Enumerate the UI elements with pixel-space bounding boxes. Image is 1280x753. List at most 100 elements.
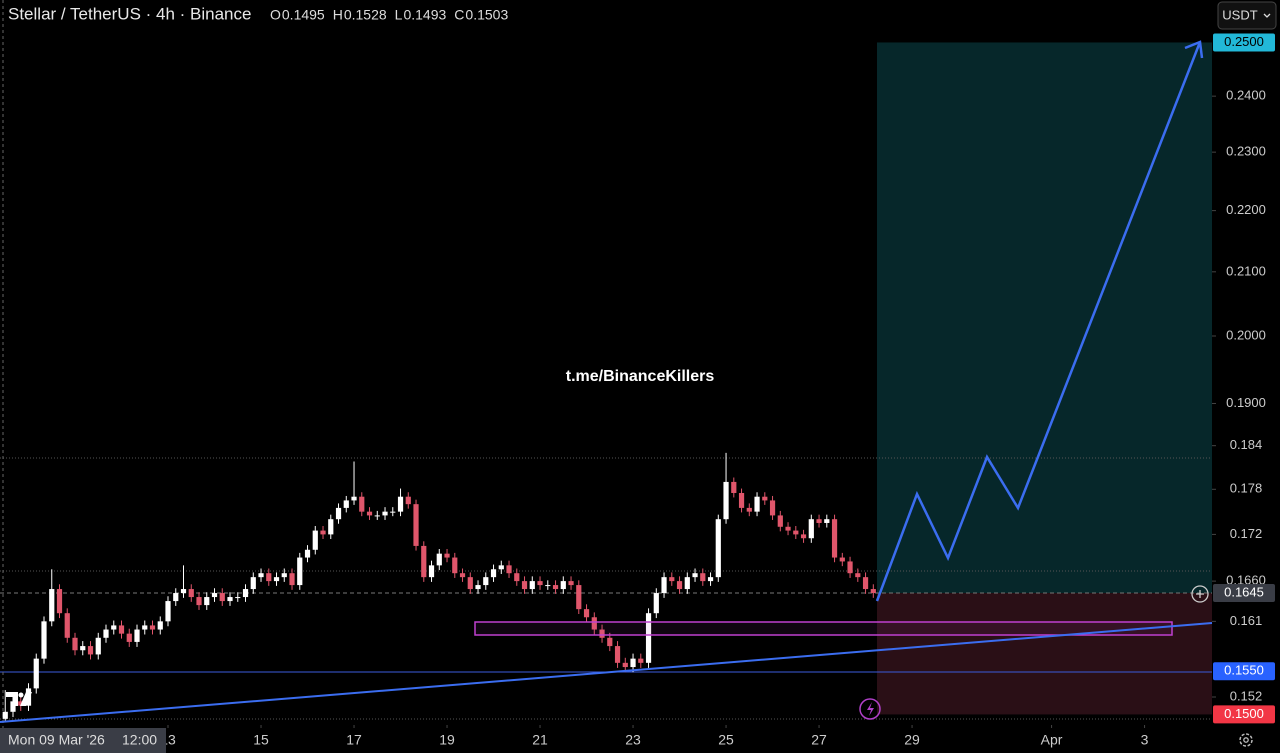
- add-circle[interactable]: [1191, 585, 1209, 603]
- candle-body: [366, 511, 373, 516]
- tv-logo[interactable]: [6, 692, 32, 706]
- candle-body: [707, 577, 714, 582]
- candle-body: [87, 646, 94, 655]
- y-tick-label: 0.178: [1230, 481, 1263, 496]
- candle-body: [855, 573, 861, 578]
- candle-body: [111, 625, 117, 630]
- candle-body: [56, 589, 63, 614]
- candle-body: [374, 515, 380, 517]
- x-tick-label: 25: [718, 732, 734, 748]
- candle-body: [421, 545, 427, 578]
- candle-body: [359, 496, 365, 512]
- candle-body: [304, 549, 311, 558]
- tv-logo-dot[interactable]: [18, 692, 24, 698]
- ohlc-value: 0.1503: [465, 7, 508, 23]
- candle-body: [2, 711, 8, 719]
- candle-body: [64, 613, 70, 638]
- candle-body: [328, 519, 334, 535]
- projection-arrow: [1184, 40, 1204, 59]
- candle-body: [72, 637, 78, 651]
- candle-body: [552, 585, 559, 590]
- settings-button[interactable]: [1239, 733, 1253, 747]
- y-tick-label: 0.2100: [1226, 263, 1266, 278]
- crosshair-time-box: [0, 728, 166, 753]
- currency-label[interactable]: USDT: [1222, 7, 1257, 22]
- candle-body: [607, 637, 613, 647]
- tv-logo-shape[interactable]: [6, 692, 32, 706]
- candle-body: [537, 581, 543, 586]
- price-badge-label: 0.1645: [1224, 584, 1264, 599]
- candle-body: [258, 573, 264, 578]
- currency-button-box[interactable]: [1217, 1, 1277, 30]
- candle-body: [428, 565, 435, 578]
- candle-body: [459, 573, 466, 578]
- candles: [2, 452, 876, 721]
- x-tick-label: 19: [439, 732, 455, 748]
- add-alert-button[interactable]: [1191, 585, 1209, 603]
- candle-body: [870, 589, 876, 594]
- candle-body: [10, 701, 16, 712]
- candle-body: [653, 593, 659, 614]
- candle-body: [211, 593, 218, 598]
- add-plus[interactable]: [1196, 590, 1204, 598]
- candle-body: [831, 519, 838, 558]
- candle-body: [514, 573, 520, 582]
- alert-icon[interactable]: [859, 698, 881, 720]
- dropdown-icon[interactable]: [1263, 13, 1271, 18]
- candle-body: [320, 530, 326, 535]
- candle-body: [382, 511, 388, 516]
- candle-body: [777, 515, 783, 527]
- candle-body: [583, 609, 590, 618]
- y-tick-label: 0.161: [1230, 613, 1263, 628]
- gear-inner[interactable]: [1243, 737, 1249, 743]
- candle-body: [165, 601, 171, 622]
- ohlc-legend: O 0.1495 H 0.1528 L 0.1493 C 0.1503: [270, 7, 508, 23]
- candle-body: [754, 496, 760, 512]
- candle-body: [645, 613, 652, 663]
- candle-body: [235, 597, 241, 599]
- price-badge: [1213, 33, 1275, 52]
- candle-body: [847, 561, 853, 574]
- candle-body: [413, 504, 419, 546]
- trend-line: [0, 622, 1213, 723]
- price-badge-label: 0.1500: [1224, 706, 1264, 721]
- candle-body: [95, 637, 101, 655]
- candle-body: [746, 507, 752, 512]
- candle-body: [397, 496, 404, 512]
- candle-body: [343, 500, 349, 508]
- candle-body: [467, 577, 473, 590]
- gear-outer[interactable]: [1239, 733, 1253, 747]
- candle-body: [196, 597, 202, 606]
- x-tick-label: 29: [904, 732, 920, 748]
- watermark: t.me/BinanceKillers: [566, 368, 715, 385]
- loss-zone: [877, 593, 1212, 715]
- price-badge-label: 0.2500: [1224, 34, 1264, 49]
- demand-zone: [474, 621, 1173, 636]
- price-badge: [1213, 705, 1275, 724]
- candle-body: [173, 593, 179, 602]
- candle-body: [576, 585, 582, 610]
- candle-body: [250, 577, 256, 590]
- candle-body: [227, 597, 233, 602]
- candle-body: [630, 658, 636, 668]
- alert-bolt[interactable]: [867, 702, 874, 716]
- candle-body: [351, 496, 357, 501]
- candle-body: [444, 553, 450, 558]
- candle-body: [405, 496, 411, 505]
- candle-body: [490, 569, 497, 578]
- x-tick-label: 15: [253, 732, 269, 748]
- candle-body: [149, 625, 156, 630]
- crosshair-date: Mon 09 Mar '26: [8, 732, 105, 748]
- candle-body: [103, 629, 109, 638]
- currency-button[interactable]: USDT: [1217, 1, 1277, 30]
- alert-circle[interactable]: [859, 698, 881, 720]
- ohlc-value: 0.1495: [282, 7, 325, 23]
- candle-body: [614, 646, 621, 663]
- candle-body: [281, 573, 287, 578]
- price-badge: [1213, 662, 1275, 681]
- chart-title: Stellar / TetherUS · 4h · Binance: [8, 4, 251, 23]
- candle-body: [475, 585, 481, 590]
- y-tick-label: 0.2000: [1226, 327, 1266, 342]
- candle-body: [545, 585, 551, 587]
- x-tick-label: Apr: [1041, 732, 1063, 748]
